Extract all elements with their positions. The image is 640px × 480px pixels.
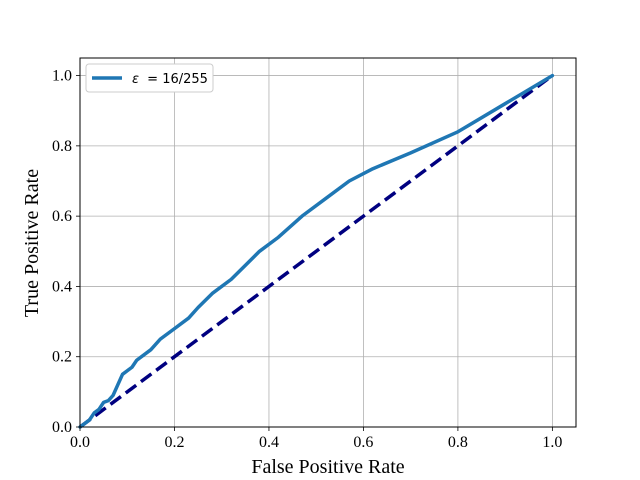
y-tick-label: 0.4 <box>52 278 72 295</box>
axis-ticks: 0.0 0.2 0.4 0.6 0.8 1.0 0.0 0.2 0.4 0.6 0.8 1.0 <box>52 68 562 451</box>
legend-box <box>85 63 214 93</box>
x-tick-label: 0.2 <box>164 434 184 451</box>
x-axis-label: False Positive Rate <box>251 456 404 478</box>
chance-diagonal-line <box>78 74 554 429</box>
legend-label: ε = 16/255 <box>132 72 208 87</box>
x-tick-label: 1.0 <box>542 434 562 451</box>
y-tick-label: 0.2 <box>52 349 72 366</box>
y-tick-label: 1.0 <box>52 68 72 85</box>
y-tick-label: 0.8 <box>52 138 72 155</box>
y-tick-label: 0.6 <box>52 208 72 225</box>
x-tick-label: 0.6 <box>353 434 373 451</box>
y-tick-label: 0.0 <box>52 419 72 436</box>
legend: ε = 16/255 <box>85 63 214 93</box>
series-layer <box>78 73 555 429</box>
legend-value: = 16/255 <box>147 72 208 87</box>
plot-frame <box>79 57 577 428</box>
legend-epsilon: ε <box>132 72 139 87</box>
roc-curve-line <box>78 73 555 429</box>
x-tick-label: 0.4 <box>259 434 279 451</box>
x-tick-label: 0.8 <box>448 434 468 451</box>
y-axis-label: True Positive Rate <box>21 169 43 317</box>
x-tick-label: 0.0 <box>70 434 90 451</box>
